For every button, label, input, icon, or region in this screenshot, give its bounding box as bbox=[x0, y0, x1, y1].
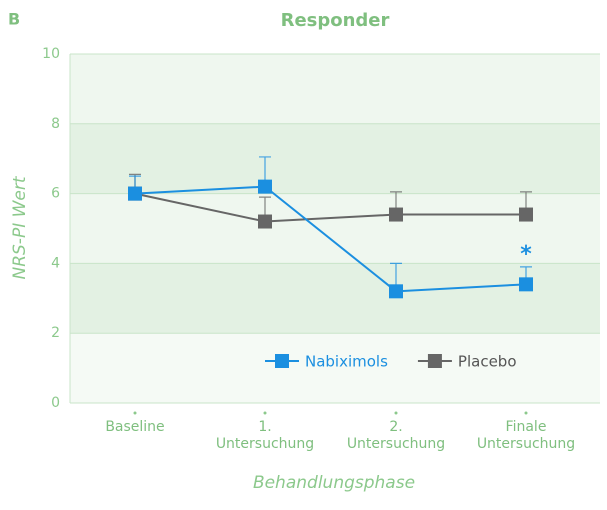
chart-title: Responder bbox=[281, 10, 390, 31]
legend-label: Nabiximols bbox=[305, 353, 388, 371]
data-point bbox=[519, 207, 533, 222]
x-tick-label: 2. bbox=[389, 419, 402, 435]
background-band bbox=[70, 54, 600, 124]
panel-label: B bbox=[8, 10, 20, 29]
y-tick-label: 2 bbox=[51, 325, 60, 341]
data-point bbox=[389, 284, 403, 299]
y-axis-title: NRS-PI Wert bbox=[10, 175, 30, 279]
data-point bbox=[128, 186, 142, 201]
background-band bbox=[70, 263, 600, 334]
x-tick-label: Untersuchung bbox=[216, 436, 314, 452]
background-band bbox=[70, 123, 600, 194]
x-tick-label: Baseline bbox=[105, 419, 164, 435]
annotation: * bbox=[520, 242, 532, 267]
legend-label: Placebo bbox=[458, 353, 517, 371]
x-tick bbox=[394, 411, 398, 415]
y-tick-label: 6 bbox=[51, 186, 60, 202]
y-tick-label: 4 bbox=[51, 255, 60, 271]
data-point bbox=[389, 207, 403, 222]
series-line bbox=[134, 192, 526, 223]
x-tick bbox=[524, 411, 528, 415]
x-tick-label: 1. bbox=[258, 419, 271, 435]
x-tick-label: Untersuchung bbox=[347, 436, 445, 452]
y-tick-label: 8 bbox=[51, 116, 60, 132]
y-tick-label: 10 bbox=[42, 46, 60, 62]
data-point bbox=[519, 277, 533, 292]
x-tick bbox=[133, 411, 137, 415]
data-point bbox=[258, 179, 272, 194]
legend-marker bbox=[427, 354, 442, 368]
y-tick-label: 0 bbox=[51, 395, 60, 411]
x-tick-label: Finale bbox=[506, 419, 547, 435]
legend-item: Placebo bbox=[417, 353, 517, 371]
series-line bbox=[134, 185, 527, 293]
data-point bbox=[258, 214, 272, 229]
background-band bbox=[70, 193, 600, 264]
x-tick-label: Untersuchung bbox=[477, 436, 575, 452]
x-tick bbox=[263, 411, 267, 415]
background-band bbox=[70, 333, 600, 403]
legend-marker bbox=[275, 354, 289, 368]
x-axis-title: Behandlungsphase bbox=[253, 473, 415, 493]
legend-item: Nabiximols bbox=[265, 353, 388, 371]
